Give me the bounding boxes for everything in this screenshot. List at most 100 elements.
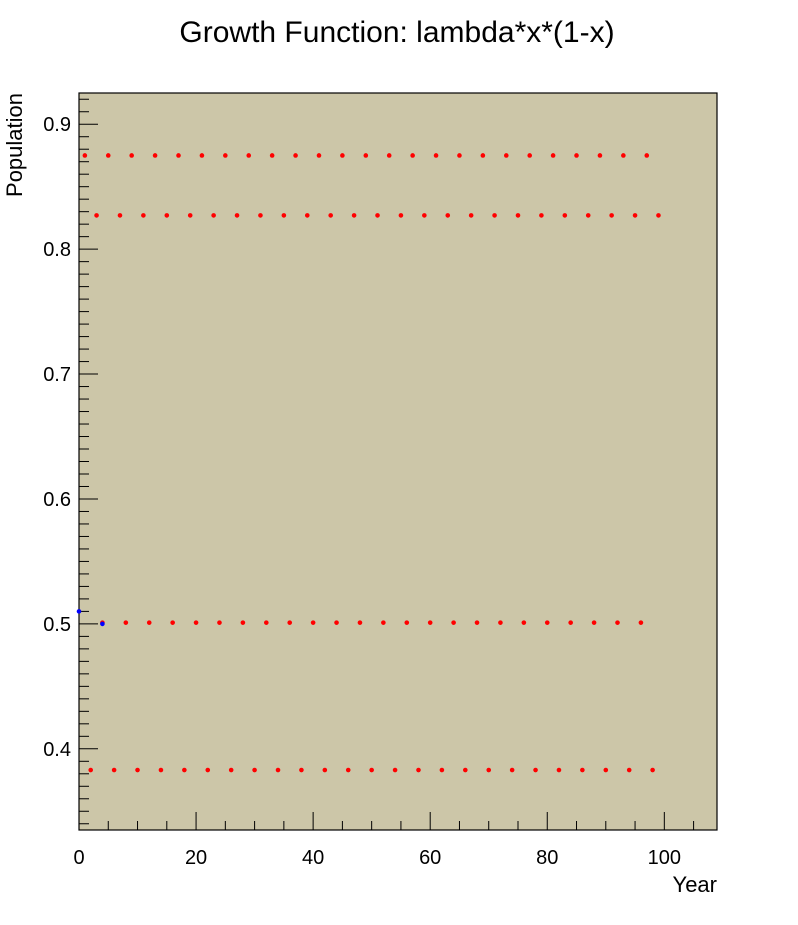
data-point (451, 620, 456, 625)
data-point (334, 620, 339, 625)
data-point (82, 153, 88, 158)
data-point (544, 620, 550, 625)
data-point (656, 213, 661, 218)
x-tick-label: 20 (185, 847, 207, 869)
data-point (591, 620, 597, 625)
data-point (275, 767, 281, 773)
data-point (123, 620, 129, 625)
data-point (129, 153, 134, 158)
data-point (463, 767, 468, 773)
data-point (228, 767, 234, 773)
data-point (217, 620, 222, 625)
data-point (94, 213, 99, 218)
data-point (556, 767, 562, 773)
x-tick-label: 0 (73, 847, 84, 869)
data-point (498, 620, 503, 625)
data-point (351, 213, 357, 218)
data-point (211, 213, 216, 218)
data-point (638, 620, 644, 625)
data-point (515, 213, 521, 218)
data-point (445, 213, 451, 218)
data-point (246, 153, 252, 158)
data-point (135, 767, 140, 773)
data-point (223, 153, 228, 158)
data-point (533, 767, 538, 773)
data-point (503, 153, 509, 158)
data-point (580, 767, 585, 773)
data-point (427, 620, 433, 625)
data-point (322, 767, 328, 773)
y-tick-label: 0.4 (43, 739, 71, 761)
data-point (375, 213, 380, 218)
data-point (76, 609, 82, 614)
data-point (585, 213, 591, 218)
data-point (609, 213, 614, 218)
data-point (521, 620, 527, 625)
data-point (345, 767, 351, 773)
data-point (158, 767, 164, 773)
x-tick-label: 40 (302, 847, 324, 869)
data-point (287, 620, 293, 625)
data-point (100, 621, 105, 627)
data-point (433, 153, 439, 158)
data-point (422, 213, 427, 218)
data-point (199, 153, 205, 158)
data-point (550, 153, 556, 158)
y-tick-label: 0.5 (43, 614, 71, 636)
data-point (264, 620, 269, 625)
y-tick-label: 0.6 (43, 489, 71, 511)
data-point (363, 153, 369, 158)
plot-area (78, 92, 718, 831)
x-tick-label: 100 (648, 847, 681, 869)
data-point (404, 620, 410, 625)
data-point (117, 213, 123, 218)
y-tick-label: 0.8 (43, 239, 71, 261)
data-point (234, 213, 240, 218)
x-tick-label: 80 (536, 847, 558, 869)
data-point (392, 767, 398, 773)
data-point (146, 620, 152, 625)
data-point (258, 213, 263, 218)
data-point (509, 767, 515, 773)
x-tick-label: 60 (419, 847, 441, 869)
data-point (164, 213, 170, 218)
data-point (240, 620, 246, 625)
y-axis-label: Population (2, 93, 27, 197)
data-point (480, 153, 486, 158)
data-point (410, 153, 415, 158)
x-axis-label: Year (673, 872, 717, 897)
data-point (340, 153, 345, 158)
data-point (386, 153, 392, 158)
data-point (369, 767, 374, 773)
data-points (76, 153, 661, 773)
data-point (205, 767, 211, 773)
data-point (193, 620, 199, 625)
data-point (650, 767, 655, 773)
data-point (416, 767, 421, 773)
data-point (632, 213, 638, 218)
data-point (252, 767, 257, 773)
data-point (182, 767, 187, 773)
data-point (105, 153, 111, 158)
data-point (176, 153, 181, 158)
data-point (468, 213, 474, 218)
data-point (328, 213, 333, 218)
data-point (141, 213, 146, 218)
data-point (310, 620, 316, 625)
data-point (562, 213, 568, 218)
data-point (527, 153, 532, 158)
data-point (304, 213, 310, 218)
data-point (299, 767, 304, 773)
data-point (111, 767, 117, 773)
data-point (457, 153, 462, 158)
data-point (187, 213, 193, 218)
data-point (398, 213, 404, 218)
chart-title: Growth Function: lambda*x*(1-x) (179, 16, 614, 49)
tick-labels: 0 20 40 60 80 100 0.4 0.5 0.6 0.7 0.8 0.9 (43, 114, 681, 869)
data-point (439, 767, 445, 773)
data-point (474, 620, 480, 625)
data-point (492, 213, 497, 218)
data-point (603, 767, 609, 773)
axis-ticks (78, 98, 695, 830)
data-point (88, 767, 94, 773)
